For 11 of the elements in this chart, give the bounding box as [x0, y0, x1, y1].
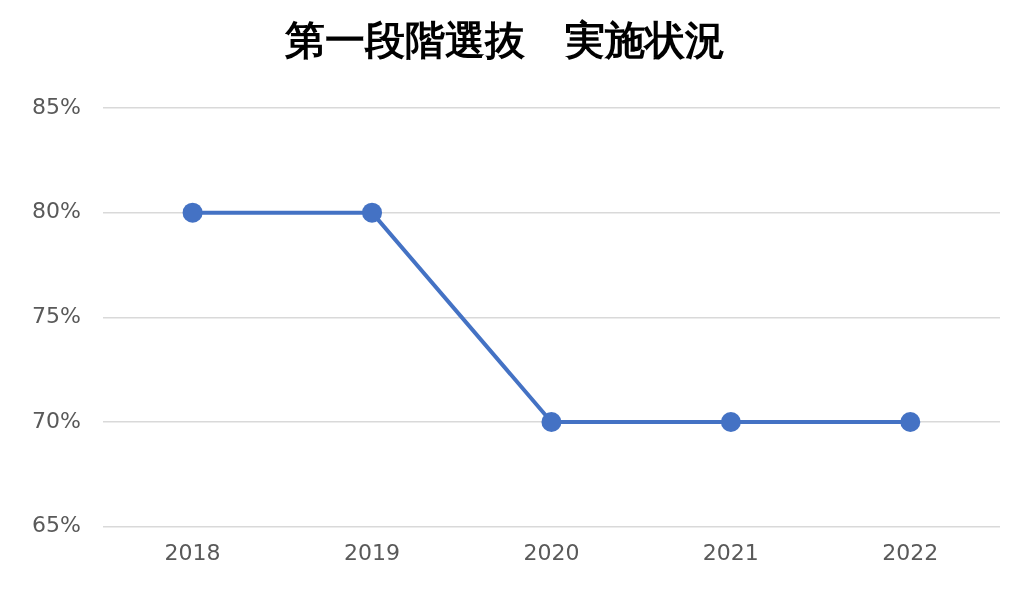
x-tick-label: 2019 [344, 539, 401, 565]
x-tick-label: 2018 [164, 539, 221, 565]
y-tick-label: 85% [31, 93, 81, 119]
chart-title: 第一段階選抜 実施状況 [284, 17, 725, 64]
y-tick-label: 80% [31, 198, 81, 224]
y-tick-label: 70% [31, 407, 81, 433]
x-tick-label: 2020 [523, 539, 580, 565]
y-tick-label: 65% [31, 512, 81, 538]
x-tick-label: 2021 [702, 539, 759, 565]
y-tick-label: 75% [31, 303, 81, 329]
x-tick-label: 2022 [882, 539, 939, 565]
